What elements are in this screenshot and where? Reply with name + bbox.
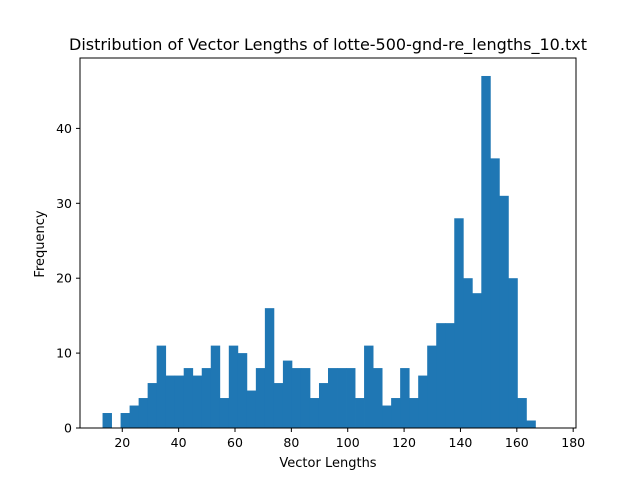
y-axis-ticks: 0 10 20 30 40 (56, 121, 80, 436)
histogram-bar (391, 398, 401, 428)
histogram-bar (355, 398, 365, 428)
histogram-bar (373, 368, 383, 428)
histogram-bar (282, 360, 293, 428)
histogram-bar (463, 278, 473, 428)
histogram-bar (454, 218, 464, 428)
y-tick-label: 10 (56, 346, 72, 361)
histogram-bar (102, 413, 112, 428)
histogram-bar (156, 345, 167, 428)
histogram-bar (409, 398, 419, 428)
y-tick-label: 30 (56, 196, 72, 211)
y-tick-label: 40 (56, 121, 72, 136)
histogram-bar (481, 75, 491, 428)
histogram-bar (499, 195, 509, 428)
histogram-bar (337, 368, 347, 428)
histogram-bar (291, 368, 302, 428)
histogram-bar (147, 383, 158, 428)
x-tick-label: 180 (561, 435, 585, 450)
histogram-bar (318, 383, 329, 428)
histogram-bar (508, 278, 518, 428)
histogram-bar (201, 368, 212, 428)
histogram-bar (237, 353, 248, 428)
x-axis-ticks: 20 40 60 80 100 120 140 160 180 (114, 428, 585, 450)
histogram-bar (246, 390, 257, 428)
histogram-bar (400, 368, 410, 428)
histogram-bar (165, 375, 176, 428)
histogram-bar (192, 375, 203, 428)
x-tick-label: 60 (227, 435, 243, 450)
histogram-bar (472, 293, 482, 428)
histogram-bar (418, 375, 428, 428)
histogram-bar (364, 345, 374, 428)
histogram-bar (300, 368, 311, 428)
histogram-bar (219, 398, 230, 428)
plot-frame (79, 57, 577, 429)
histogram-bar (129, 405, 140, 428)
histogram-bar (120, 413, 130, 428)
histogram-bar (382, 405, 392, 428)
histogram-bar (183, 368, 194, 428)
histogram-bar (264, 308, 275, 428)
histogram-bar (526, 420, 536, 428)
x-tick-label: 140 (449, 435, 473, 450)
x-tick-label: 160 (505, 435, 529, 450)
y-tick-label: 20 (56, 271, 72, 286)
x-axis-label: Vector Lengths (279, 456, 376, 471)
histogram-bar (228, 345, 239, 428)
bars-group (102, 75, 536, 428)
histogram-bar (346, 368, 356, 428)
histogram-bar (273, 383, 284, 428)
chart-title: Distribution of Vector Lengths of lotte-… (69, 35, 587, 55)
histogram-bar (427, 345, 437, 428)
histogram-bar (445, 323, 455, 428)
histogram-bar (328, 368, 338, 428)
histogram-bar (210, 345, 221, 428)
y-tick-label: 0 (64, 421, 72, 436)
x-tick-label: 20 (114, 435, 130, 450)
x-tick-label: 80 (283, 435, 299, 450)
histogram-bar (174, 375, 185, 428)
histogram-bar (490, 158, 500, 428)
x-tick-label: 100 (336, 435, 360, 450)
x-tick-label: 120 (392, 435, 416, 450)
histogram-bar (517, 398, 527, 428)
x-tick-label: 40 (171, 435, 187, 450)
histogram-bar (138, 398, 149, 428)
y-axis-label: Frequency (33, 210, 48, 277)
histogram-bar (436, 323, 446, 428)
histogram-bar (309, 398, 320, 428)
histogram-bar (255, 368, 266, 428)
